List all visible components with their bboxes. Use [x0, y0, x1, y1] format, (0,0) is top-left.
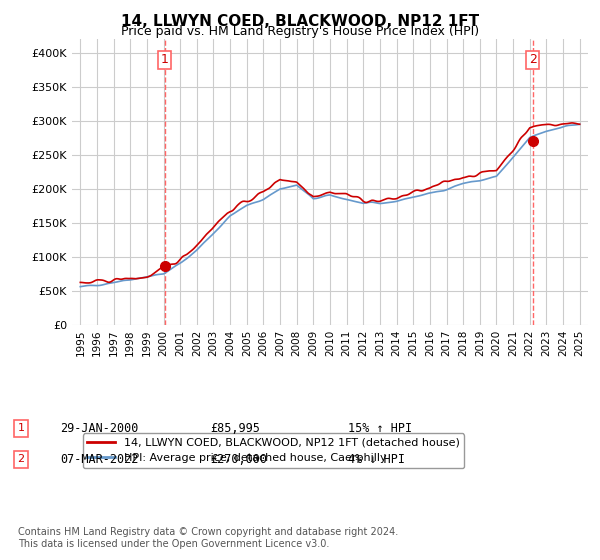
Text: £85,995: £85,995 [210, 422, 260, 435]
Text: 2: 2 [529, 54, 537, 67]
Text: 1: 1 [17, 423, 25, 433]
Text: 07-MAR-2022: 07-MAR-2022 [60, 452, 139, 466]
Text: 15% ↑ HPI: 15% ↑ HPI [348, 422, 412, 435]
Text: 1: 1 [161, 54, 169, 67]
Text: Price paid vs. HM Land Registry's House Price Index (HPI): Price paid vs. HM Land Registry's House … [121, 25, 479, 38]
Text: 14, LLWYN COED, BLACKWOOD, NP12 1FT: 14, LLWYN COED, BLACKWOOD, NP12 1FT [121, 14, 479, 29]
Text: 29-JAN-2000: 29-JAN-2000 [60, 422, 139, 435]
Text: Contains HM Land Registry data © Crown copyright and database right 2024.
This d: Contains HM Land Registry data © Crown c… [18, 527, 398, 549]
Legend: 14, LLWYN COED, BLACKWOOD, NP12 1FT (detached house), HPI: Average price, detach: 14, LLWYN COED, BLACKWOOD, NP12 1FT (det… [83, 433, 464, 468]
Text: 2: 2 [17, 454, 25, 464]
Text: 4% ↓ HPI: 4% ↓ HPI [348, 452, 405, 466]
Text: £270,000: £270,000 [210, 452, 267, 466]
